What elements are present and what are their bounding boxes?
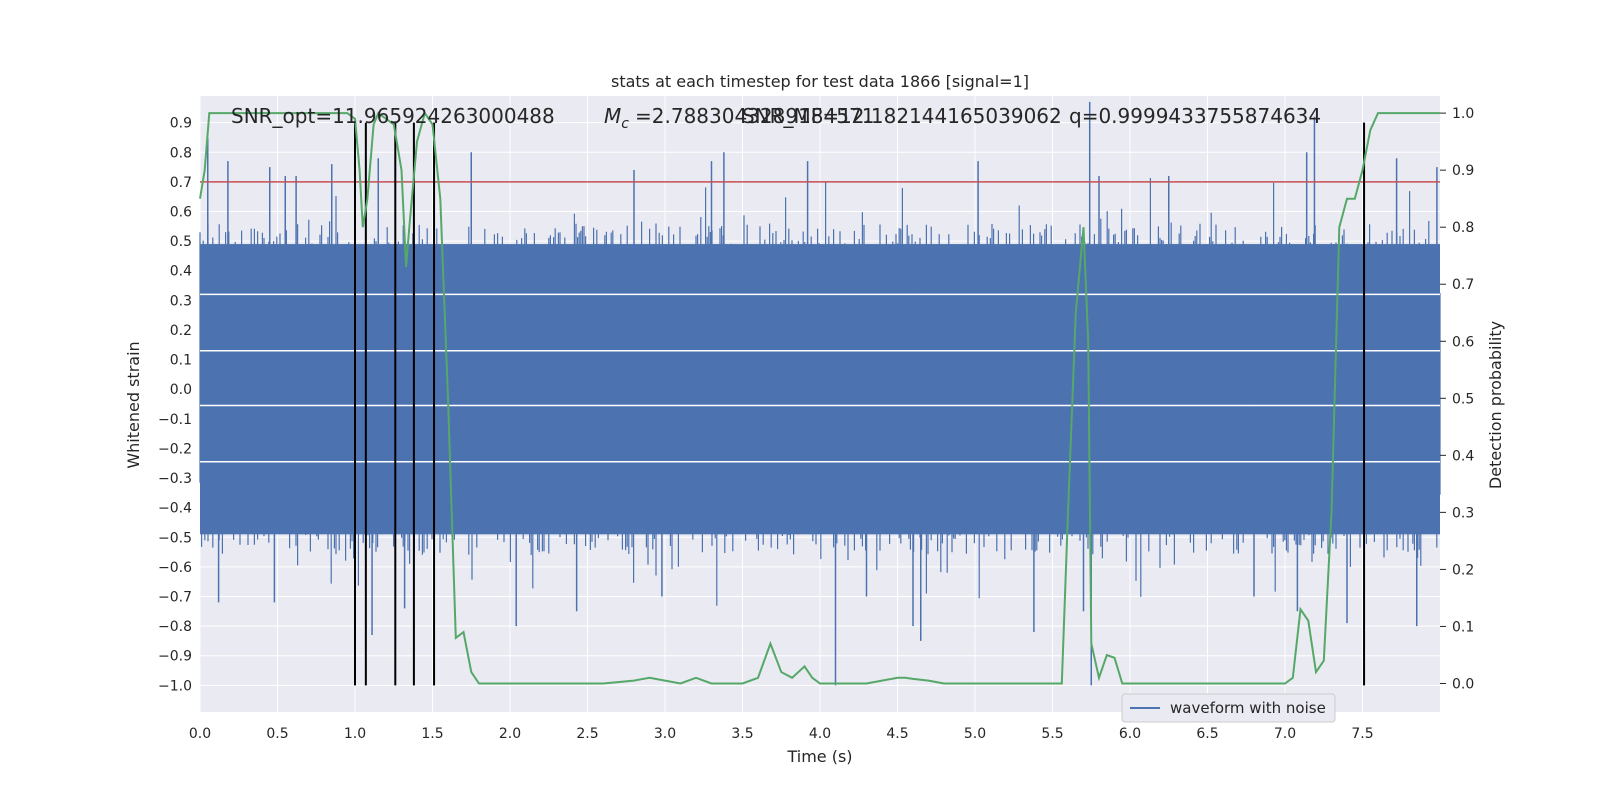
y-tick-label: −0.8 bbox=[158, 619, 192, 635]
y-tick-label: 0.9 bbox=[170, 116, 192, 132]
x-tick-label: 2.0 bbox=[499, 726, 521, 742]
legend-box bbox=[1121, 693, 1336, 723]
waveform-noise bbox=[199, 177, 1441, 606]
annotation-mc: =2.7883043289184571 bbox=[635, 104, 874, 128]
legend: waveform with noise bbox=[1121, 693, 1336, 723]
y2-tick-label: 1.0 bbox=[1452, 106, 1474, 122]
y2-tick-label: 0.8 bbox=[1452, 220, 1474, 236]
y-tick-label: −0.9 bbox=[158, 649, 192, 665]
x-tick-label: 7.5 bbox=[1351, 726, 1373, 742]
y-tick-label: 0.7 bbox=[170, 175, 192, 191]
white-bands bbox=[200, 293, 1440, 463]
y-tick-label: −0.1 bbox=[158, 412, 192, 428]
y-axis-label: Whitened strain bbox=[124, 341, 143, 468]
y-tick-label: 0.0 bbox=[170, 382, 192, 398]
x-tick-label: 1.5 bbox=[421, 726, 443, 742]
y2-tick-label: 0.4 bbox=[1452, 448, 1474, 464]
annotation-snr-mf: SNR_MF=12.182144165039062 bbox=[742, 104, 1062, 128]
annotation-q: q=0.9999433755874634 bbox=[1069, 104, 1321, 128]
y2-tick-label: 0.2 bbox=[1452, 562, 1474, 578]
y-tick-label: −0.7 bbox=[158, 590, 192, 606]
x-tick-labels: 0.0 0.5 1.0 1.5 2.0 2.5 3.0 3.5 4.0 4.5 5.0 5.5 6.0 6… bbox=[189, 726, 1374, 742]
y-tick-label: 0.8 bbox=[170, 145, 192, 161]
x-tick-label: 0.0 bbox=[189, 726, 211, 742]
y-tick-label: 0.6 bbox=[170, 205, 192, 221]
y-tick-label: −0.4 bbox=[158, 501, 192, 517]
y-tick-label: −1.0 bbox=[158, 678, 192, 694]
x-tick-label: 3.5 bbox=[731, 726, 753, 742]
probability-series bbox=[199, 110, 1440, 685]
x-tick-label: 0.5 bbox=[266, 726, 288, 742]
legend-label: waveform with noise bbox=[1170, 699, 1326, 717]
y-tick-label: 0.5 bbox=[170, 234, 192, 250]
x-tick-label: 6.5 bbox=[1196, 726, 1218, 742]
chart-title: stats at each timestep for test data 186… bbox=[611, 72, 1029, 91]
x-axis-label: Time (s) bbox=[786, 747, 852, 766]
x-tick-label: 4.0 bbox=[809, 726, 831, 742]
y2-tick-label: 0.7 bbox=[1452, 277, 1474, 293]
x-tick-label: 3.0 bbox=[654, 726, 676, 742]
x-tick-label: 7.0 bbox=[1274, 726, 1296, 742]
y-tick-label: 0.3 bbox=[170, 293, 192, 309]
y2-tick-label: 0.6 bbox=[1452, 334, 1474, 350]
y-tick-label: 0.4 bbox=[170, 264, 192, 280]
y2-tick-label: 0.5 bbox=[1452, 391, 1474, 407]
y2-tick-label: 0.3 bbox=[1452, 505, 1474, 521]
y-tick-label: −0.2 bbox=[158, 441, 192, 457]
waveform-series bbox=[199, 101, 1441, 686]
y2-tick-label: 0.9 bbox=[1452, 163, 1474, 179]
detection-lines bbox=[354, 122, 1366, 686]
y2-tick-labels: 1.0 0.9 0.8 0.7 0.6 0.5 0.4 0.3 0.2 0.1 0.0 bbox=[1440, 106, 1474, 692]
x-tick-label: 2.5 bbox=[576, 726, 598, 742]
x-tick-label: 6.0 bbox=[1119, 726, 1141, 742]
y-tick-label: −0.3 bbox=[158, 471, 192, 487]
y-tick-label: 0.2 bbox=[170, 323, 192, 339]
y2-tick-label: 0.0 bbox=[1452, 676, 1474, 692]
x-tick-label: 4.5 bbox=[886, 726, 908, 742]
y2-axis-label: Detection probability bbox=[1486, 321, 1505, 489]
x-tick-label: 5.5 bbox=[1041, 726, 1063, 742]
y-tick-label: 0.1 bbox=[170, 353, 192, 369]
probability-line bbox=[199, 110, 1440, 685]
annotation-snr-opt: SNR_opt=11.965924263000488 bbox=[231, 104, 555, 128]
x-tick-label: 1.0 bbox=[344, 726, 366, 742]
y-tick-label: −0.5 bbox=[158, 530, 192, 546]
y2-tick-label: 0.1 bbox=[1452, 619, 1474, 635]
x-tick-label: 5.0 bbox=[964, 726, 986, 742]
y-tick-label: −0.6 bbox=[158, 560, 192, 576]
y-tick-labels: 0.9 0.8 0.7 0.6 0.5 0.4 0.3 0.2 0.1 0.0 −0.1 −0.2 −0… bbox=[158, 116, 192, 695]
